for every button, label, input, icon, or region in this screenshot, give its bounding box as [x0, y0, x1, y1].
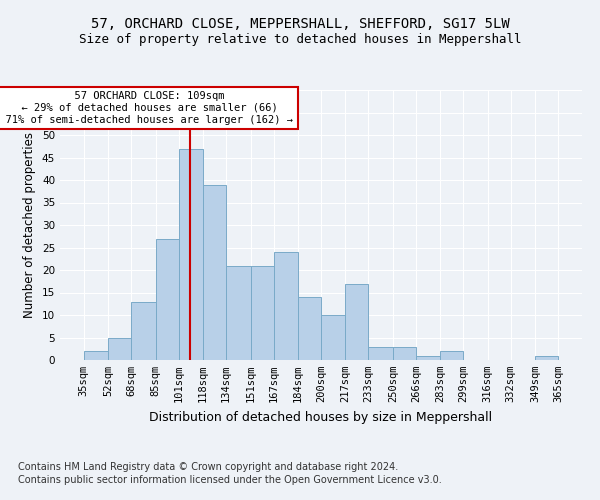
Text: 57, ORCHARD CLOSE, MEPPERSHALL, SHEFFORD, SG17 5LW: 57, ORCHARD CLOSE, MEPPERSHALL, SHEFFORD…	[91, 18, 509, 32]
Bar	[393, 346, 416, 360]
Bar	[84, 351, 108, 360]
Bar	[274, 252, 298, 360]
Bar	[108, 338, 131, 360]
X-axis label: Distribution of detached houses by size in Meppershall: Distribution of detached houses by size …	[149, 410, 493, 424]
Bar	[440, 351, 463, 360]
Bar	[203, 184, 226, 360]
Y-axis label: Number of detached properties: Number of detached properties	[23, 132, 37, 318]
Bar	[131, 302, 155, 360]
Bar	[535, 356, 558, 360]
Text: Size of property relative to detached houses in Meppershall: Size of property relative to detached ho…	[79, 32, 521, 46]
Text: 57 ORCHARD CLOSE: 109sqm
  ← 29% of detached houses are smaller (66)
  71% of se: 57 ORCHARD CLOSE: 109sqm ← 29% of detach…	[0, 92, 293, 124]
Bar	[321, 315, 346, 360]
Text: Contains HM Land Registry data © Crown copyright and database right 2024.: Contains HM Land Registry data © Crown c…	[18, 462, 398, 472]
Bar	[298, 297, 321, 360]
Bar	[179, 148, 203, 360]
Bar	[346, 284, 368, 360]
Bar	[416, 356, 440, 360]
Bar	[226, 266, 251, 360]
Bar	[155, 238, 179, 360]
Bar	[251, 266, 274, 360]
Bar	[368, 346, 393, 360]
Text: Contains public sector information licensed under the Open Government Licence v3: Contains public sector information licen…	[18, 475, 442, 485]
